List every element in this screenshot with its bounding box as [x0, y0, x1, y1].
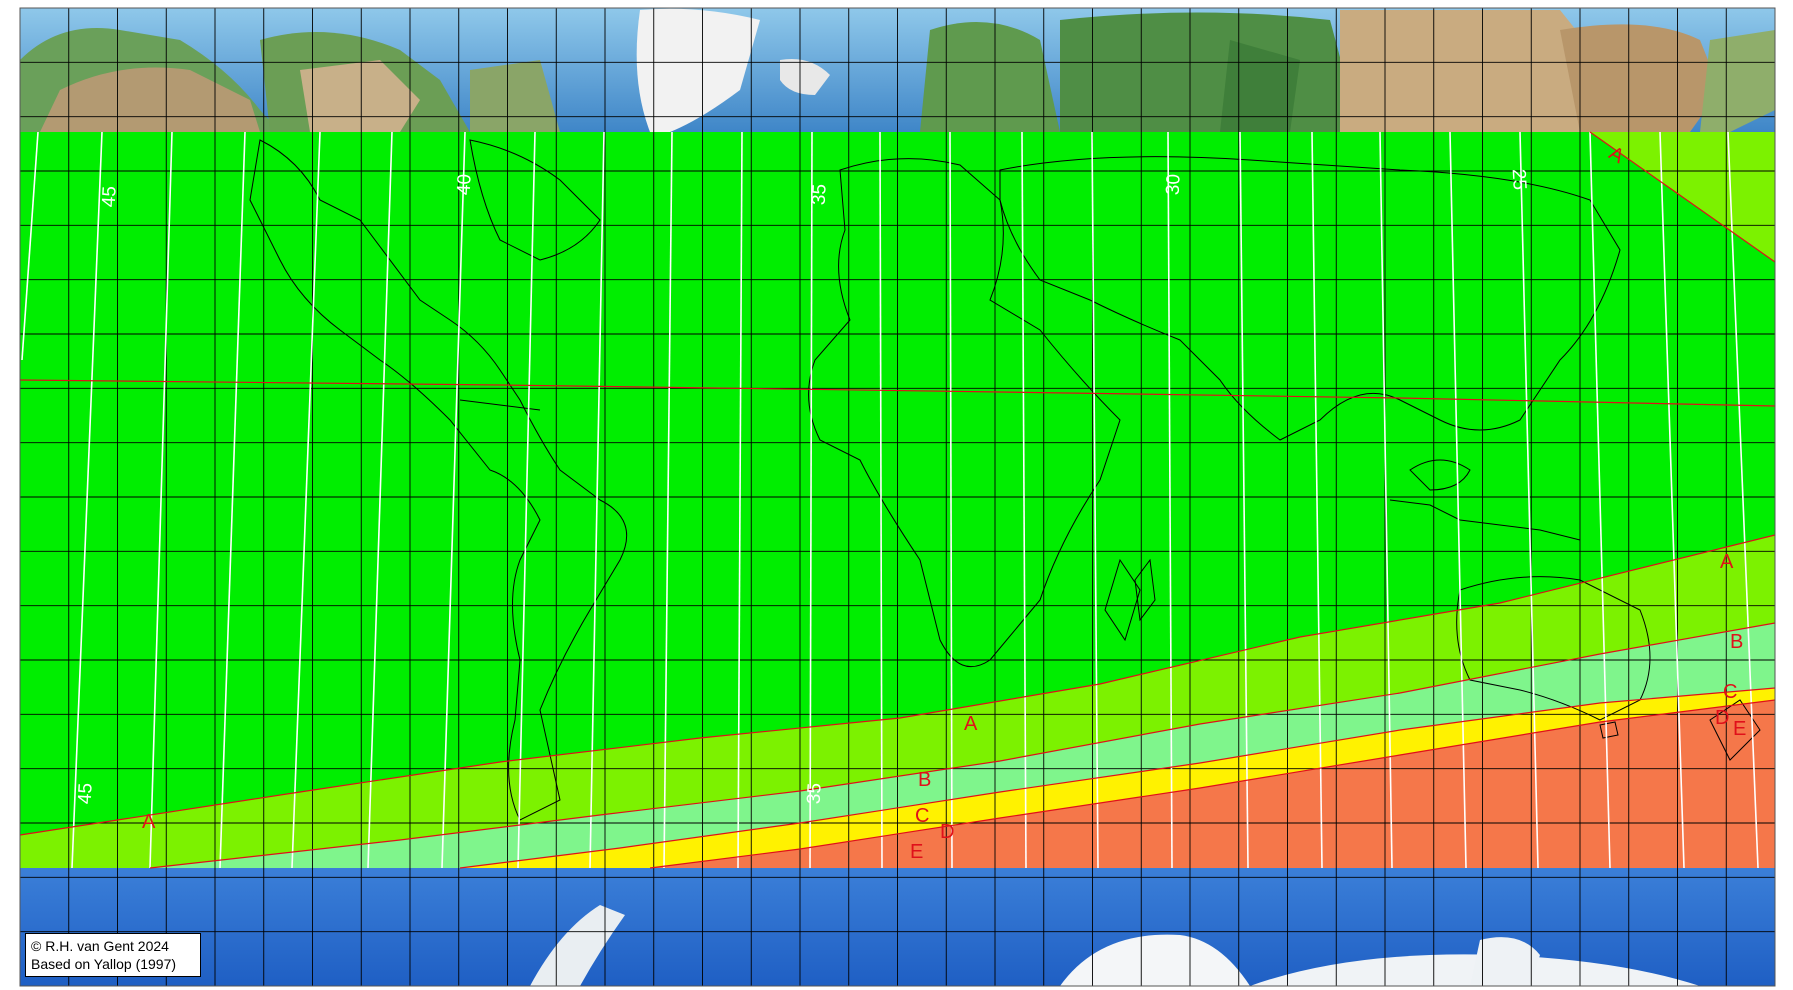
zone-label-b-mid: B [918, 769, 931, 791]
map-frame [19, 7, 1776, 987]
zone-label-e-mid: E [910, 841, 923, 863]
zone-label-a-left: A [142, 811, 156, 833]
zone-label-a-right: A [1720, 551, 1734, 573]
contour-label-45-top: 45 [99, 186, 121, 208]
zone-label-b-right: B [1730, 631, 1743, 653]
zone-label-d-mid: D [940, 821, 954, 843]
zone-labels: A A A A B B C C D D E E [142, 142, 1746, 863]
contour-label-35: 35 [809, 183, 831, 205]
credit-author: © R.H. van Gent 2024 [31, 938, 169, 954]
zone-e-region [650, 700, 1775, 868]
zone-label-a-mid: A [964, 713, 978, 735]
contour-label-45-bottom: 45 [75, 782, 97, 804]
contour-label-30: 30 [1163, 173, 1185, 195]
zone-boundaries [19, 131, 1776, 869]
contour-label-35-bottom: 35 [804, 782, 826, 804]
contour-label-40: 40 [454, 173, 476, 195]
contour-lines [21, 131, 1759, 869]
zone-label-d-right: D [1715, 707, 1729, 729]
credit-source: Based on Yallop (1997) [31, 956, 177, 972]
zone-label-e-right: E [1733, 718, 1746, 740]
zone-label-c-right: C [1723, 681, 1737, 703]
credit-box: © R.H. van Gent 2024 Based on Yallop (19… [25, 933, 201, 977]
contour-labels: 45 45 40 35 35 30 25 [75, 168, 1530, 804]
contour-label-25: 25 [1508, 168, 1530, 190]
zone-label-c-mid: C [915, 805, 929, 827]
